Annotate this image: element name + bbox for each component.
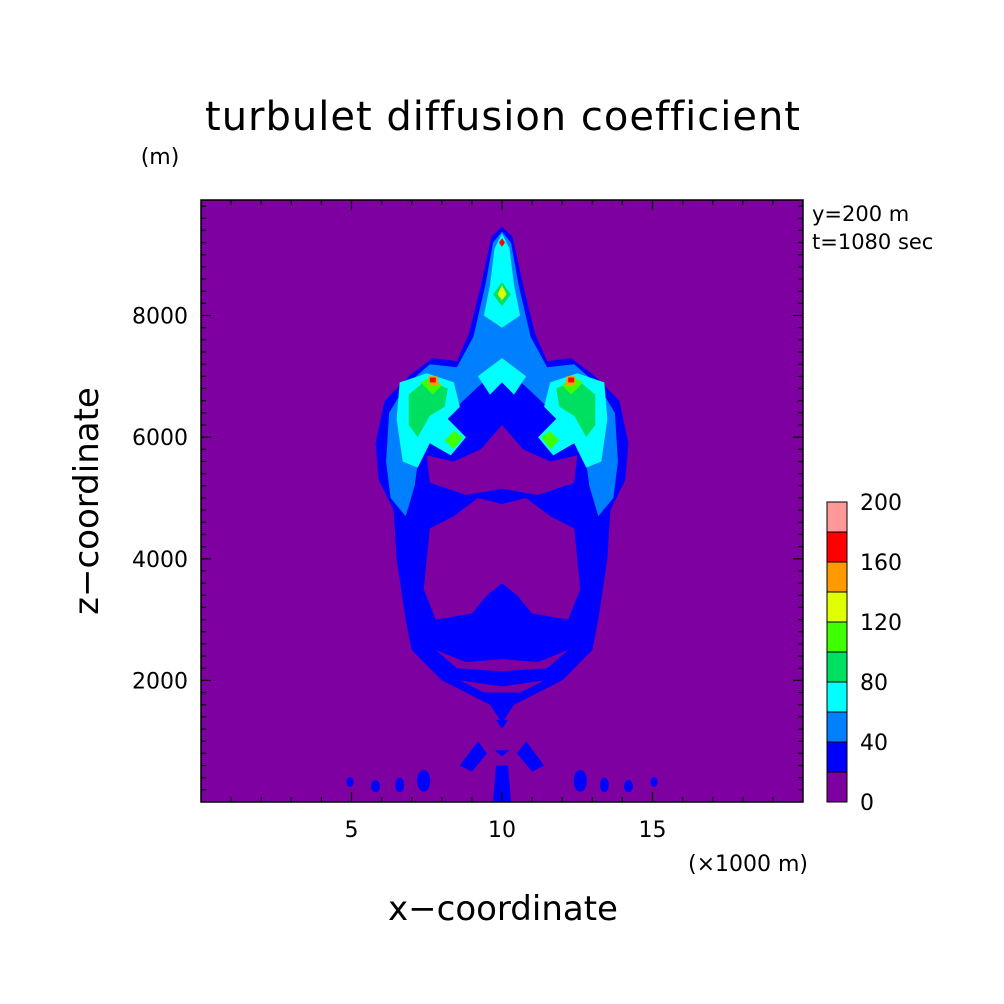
contour-region-20-6 — [346, 777, 354, 787]
colorbar-segment — [826, 591, 848, 623]
contour-region-20-1 — [459, 741, 487, 772]
contour-region-20-4 — [494, 750, 510, 757]
y-axis-ticks: 2000 4000 6000 8000 — [132, 205, 803, 791]
contour-region-80-7 — [556, 379, 596, 438]
colorbar-segment — [826, 561, 848, 593]
x-tick-label: 5 — [345, 818, 359, 843]
y-axis-unit: (m) — [141, 145, 180, 170]
colorbar-label: 40 — [860, 731, 888, 756]
colorbar-segment — [826, 711, 848, 743]
contour-low-region-3 — [459, 680, 545, 693]
contour-region-20-5 — [496, 719, 508, 729]
y-tick-label: 8000 — [132, 305, 188, 330]
y-tick-label: 2000 — [132, 669, 188, 694]
colorbar-segment — [826, 621, 848, 653]
x-axis-label: x−coordinate — [388, 889, 618, 929]
colorbar-segment — [826, 531, 848, 563]
annotation-y: y=200 m — [812, 202, 909, 226]
colorbar-label: 120 — [860, 611, 902, 636]
y-tick-label: 6000 — [132, 426, 188, 451]
colorbar-label: 160 — [860, 551, 902, 576]
contour-region-20-11 — [599, 777, 609, 793]
contour-region-20-9 — [417, 769, 431, 792]
contour-region-20-7 — [371, 780, 381, 793]
colorbar-label: 80 — [860, 671, 888, 696]
contour-region-160-15 — [499, 238, 505, 247]
colorbar-segment — [826, 741, 848, 773]
x-tick-label: 10 — [488, 818, 516, 843]
contour-layer — [346, 226, 658, 802]
x-axis-unit: (×1000 m) — [688, 852, 808, 877]
y-tick-label: 4000 — [132, 548, 188, 573]
contour-region-120-12 — [497, 285, 507, 301]
x-axis-ticks: 5 10 15 — [230, 200, 774, 843]
contour-region-20-8 — [395, 777, 405, 793]
contour-region-20-2 — [517, 741, 545, 772]
contour-low-region-2 — [435, 650, 569, 672]
contour-region-20-3 — [493, 765, 511, 802]
plot-area — [200, 199, 804, 803]
contour-region-20-13 — [650, 777, 658, 787]
contour-region-100-11 — [541, 431, 560, 450]
colorbar-label: 0 — [860, 791, 874, 816]
colorbar-segment — [826, 501, 848, 533]
contour-region-60-1 — [483, 233, 521, 328]
chart-title: turbulet diffusion coefficient — [205, 94, 801, 140]
contour-region-80-6 — [408, 379, 448, 438]
contour-region-60-4 — [477, 358, 527, 395]
colorbar-segment — [826, 681, 848, 713]
annotation-t: t=1080 sec — [812, 230, 933, 254]
contour-region-160-17 — [568, 377, 575, 383]
contour-region-20-12 — [623, 780, 633, 793]
contour-region-20-10 — [573, 769, 587, 792]
x-tick-label: 15 — [639, 818, 667, 843]
y-axis-label: z−coordinate — [67, 387, 107, 615]
contour-region-100-10 — [444, 431, 463, 450]
contour-region-160-16 — [429, 377, 436, 383]
contour-low-region-0 — [423, 498, 581, 620]
colorbar-label: 200 — [860, 491, 902, 516]
colorbar-segment — [826, 651, 848, 683]
contour-low-region-1 — [426, 425, 578, 495]
colorbar-segment — [826, 771, 848, 803]
colorbar: 0 40 80 120 160 200 — [826, 491, 902, 816]
